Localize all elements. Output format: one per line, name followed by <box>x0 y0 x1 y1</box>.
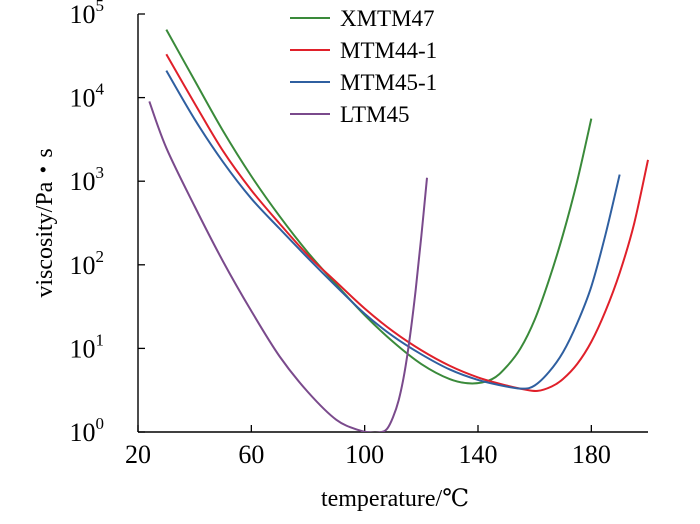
axes <box>137 13 648 433</box>
legend-label-xmtm47: XMTM47 <box>340 6 435 31</box>
legend-label-mtm44-1: MTM44-1 <box>340 38 437 63</box>
x-tick-label: 140 <box>459 440 498 469</box>
series-line-xmtm47 <box>165 29 593 385</box>
y-tick-label: 101 <box>70 330 105 363</box>
y-axis-title: viscosity/Pa・s <box>32 148 58 297</box>
y-tick-label: 105 <box>70 0 105 29</box>
x-tick-label: 20 <box>125 440 151 469</box>
legend-label-mtm45-1: MTM45-1 <box>340 70 437 95</box>
y-tick-label: 103 <box>70 163 105 196</box>
legend-label-ltm45: LTM45 <box>340 102 409 127</box>
tick-labels: 20 60 100 140 180 100 101 102 103 104 105 <box>70 0 611 469</box>
y-tick-label: 102 <box>70 247 105 280</box>
y-tick-label: 100 <box>70 414 105 447</box>
x-tick-label: 180 <box>572 440 611 469</box>
series-lines <box>148 29 649 432</box>
x-tick-label: 100 <box>345 440 384 469</box>
series-line-ltm45 <box>148 101 428 432</box>
legend: XMTM47 MTM44-1 MTM45-1 LTM45 <box>290 6 437 127</box>
x-axis-title: temperature/℃ <box>321 486 469 512</box>
y-tick-label: 104 <box>70 80 105 113</box>
series-line-mtm45-1 <box>165 70 621 390</box>
series-line-mtm44-1 <box>165 53 649 393</box>
x-tick-label: 60 <box>238 440 264 469</box>
